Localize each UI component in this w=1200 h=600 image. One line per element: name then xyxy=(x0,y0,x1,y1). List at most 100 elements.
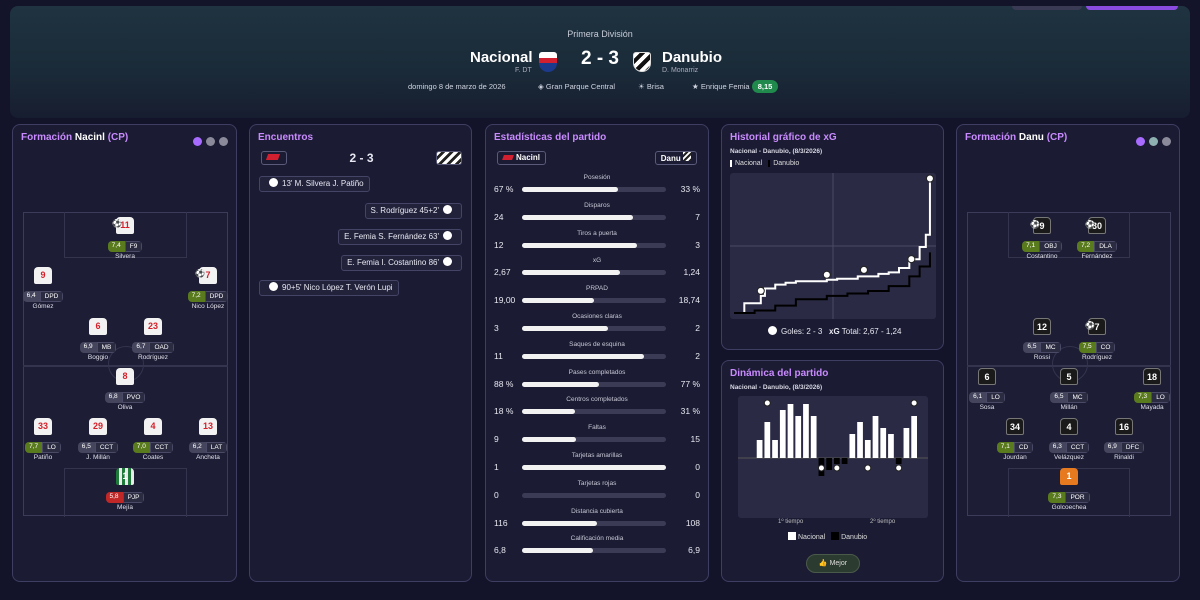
player-card[interactable]: 33 7,7 LO Patiño xyxy=(13,418,73,461)
player-shirt: 7 ⚽ xyxy=(1085,318,1106,335)
player-name: Ancheta xyxy=(196,454,220,461)
player-card[interactable]: 6 6,1 LO Sosa xyxy=(957,368,1017,411)
stat-label: PRPAD xyxy=(586,285,608,293)
player-position: CD xyxy=(1013,442,1034,453)
xg-legend: Nacional Danubio xyxy=(730,160,800,167)
top-action-button[interactable] xyxy=(1086,6,1178,10)
home-team-name[interactable]: Nacional xyxy=(470,49,533,66)
best-button[interactable]: 👍 Mejor xyxy=(806,554,860,573)
stat-bar xyxy=(522,437,666,443)
player-name: J. Millán xyxy=(86,454,110,461)
player-card[interactable]: 7 ⚽ 7,2 DPD Nico López xyxy=(178,267,238,310)
player-card[interactable]: 13 6,2 LAT Ancheta xyxy=(178,418,238,461)
view-switcher[interactable] xyxy=(189,133,228,151)
player-shirt: 16 xyxy=(1115,418,1133,435)
goal-marker-icon xyxy=(822,270,831,279)
stat-away-value: 77 % xyxy=(680,378,700,389)
view-dot-2[interactable] xyxy=(1149,137,1158,146)
stat-bar-fill xyxy=(522,520,597,526)
stats-home-chip: Nacinl xyxy=(497,151,547,165)
stat-home-value: 3 xyxy=(494,323,499,333)
goal-icon: ⚽ xyxy=(112,219,122,228)
player-rating: 6,4 xyxy=(22,291,40,302)
view-dot-2[interactable] xyxy=(206,137,215,146)
stat-bar-fill xyxy=(522,298,595,304)
event-text: Nico López T. Verón Lupi xyxy=(303,283,393,292)
event-minute: 86' xyxy=(428,258,439,267)
player-name: Mayada xyxy=(1140,404,1164,411)
weather: ☀ Brisa xyxy=(638,82,664,91)
view-dot-1[interactable] xyxy=(193,137,202,146)
player-shirt: 11 ⚽ xyxy=(112,217,134,234)
player-card[interactable]: 18 7,3 LO Mayada xyxy=(1122,368,1182,411)
player-card[interactable]: 30 ⚽ 7,2 DLA Fernández xyxy=(1067,217,1127,260)
goal-marker-icon xyxy=(907,255,916,264)
top-menu-button[interactable] xyxy=(1012,6,1082,10)
player-name: Rossi xyxy=(1033,354,1051,361)
league-name: Primera División xyxy=(567,29,633,39)
stat-home-value: 11 xyxy=(494,350,503,361)
goal-marker-icon xyxy=(756,286,765,295)
home-chip-crest-icon xyxy=(261,151,287,165)
player-position: OAD xyxy=(149,342,174,353)
player-position: MB xyxy=(96,342,117,353)
dynamics-bar-away xyxy=(895,458,902,464)
stat-away-value: 1,24 xyxy=(683,267,700,278)
player-card[interactable]: 11 ⚽ 7,4 F9 Silvera xyxy=(95,217,155,260)
dynamics-bar-home xyxy=(872,416,879,458)
player-card[interactable]: 23 6,7 OAD Rodríguez xyxy=(123,318,183,361)
event-item[interactable]: S. Rodríguez 45+2' xyxy=(364,203,462,219)
player-card[interactable]: 16 6,9 DFC Rinaldi xyxy=(1094,418,1154,461)
player-card[interactable]: 6 6,9 MB Boggio xyxy=(68,318,128,361)
view-dot-3[interactable] xyxy=(1162,137,1171,146)
player-card[interactable]: 1 7,3 POR Golcoechea xyxy=(1039,468,1099,511)
player-name: Coates xyxy=(142,454,164,461)
stat-bar xyxy=(522,465,666,470)
player-card[interactable]: 8 6,8 PVO Oliva xyxy=(95,368,155,411)
player-rating-tag: 7,5 CO xyxy=(1078,342,1116,353)
stats-away-chip: Danu xyxy=(654,151,697,165)
dynamics-bar-home xyxy=(849,434,856,458)
encounters-title: Encuentros xyxy=(258,132,314,143)
referee-name: Enrique Femia xyxy=(700,82,750,91)
view-dot-1[interactable] xyxy=(1136,137,1145,146)
player-card[interactable]: 7 ⚽ 7,5 CO Rodríguez xyxy=(1067,318,1127,361)
stat-label: Tarjetas amarillas xyxy=(571,452,623,459)
player-name: Patiño xyxy=(33,454,53,461)
stat-away-value: 6,9 xyxy=(688,545,700,556)
star-icon: ★ xyxy=(692,82,699,91)
player-card[interactable]: 5 6,5 MC Millán xyxy=(1039,368,1099,411)
goal-icon: ⚽ xyxy=(195,269,205,278)
view-dot-3[interactable] xyxy=(219,137,228,146)
dynamics-bar-home xyxy=(864,440,871,458)
stat-away-value: 33 % xyxy=(680,184,700,194)
away-team-name[interactable]: Danubio xyxy=(662,49,722,66)
match-header xyxy=(10,6,1190,118)
event-item[interactable]: 90+5' Nico López T. Verón Lupi xyxy=(259,280,399,296)
player-card[interactable]: 29 6,5 CCT J. Millán xyxy=(68,418,128,461)
xg-title: Historial gráfico de xG xyxy=(730,132,837,143)
player-card[interactable]: 34 7,1 CD Jourdan xyxy=(985,418,1045,461)
goal-marker-icon xyxy=(910,399,918,407)
player-card[interactable]: 1 5,8 PJP Mejía xyxy=(95,468,155,511)
event-item[interactable]: E. Femia S. Fernández 63' xyxy=(338,229,462,245)
referee-rating: 8,15 xyxy=(751,80,779,93)
event-item[interactable]: E. Femia I. Costantino 86' xyxy=(341,255,462,271)
stadium-label: Gran Parque Central xyxy=(545,82,616,91)
player-rating: 6,2 xyxy=(188,442,206,453)
player-card[interactable]: 9 6,4 DPD Gómez xyxy=(13,267,73,310)
player-card[interactable]: 12 6,5 MC Rossi xyxy=(1012,318,1072,361)
stat-label: Distancia cubierta xyxy=(571,507,623,515)
player-rating-tag: 6,1 LO xyxy=(969,392,1005,403)
stat-home-value: 9 xyxy=(494,434,499,445)
stat-home-value: 0 xyxy=(494,489,499,500)
event-item[interactable]: 13' M. Silvera J. Patiño xyxy=(259,176,370,192)
goal-marker-icon xyxy=(895,464,903,472)
player-card[interactable]: 9 ⚽ 7,1 OBJ Costantino xyxy=(1012,217,1072,260)
player-rating-tag: 6,4 DPD xyxy=(22,291,64,302)
player-shirt: 34 xyxy=(1006,418,1024,435)
player-card[interactable]: 4 6,3 CCT Velázquez xyxy=(1039,418,1099,461)
view-switcher[interactable] xyxy=(1132,133,1171,151)
player-card[interactable]: 4 7,0 CCT Coates xyxy=(123,418,183,461)
dynamics-bar-away xyxy=(826,458,832,470)
